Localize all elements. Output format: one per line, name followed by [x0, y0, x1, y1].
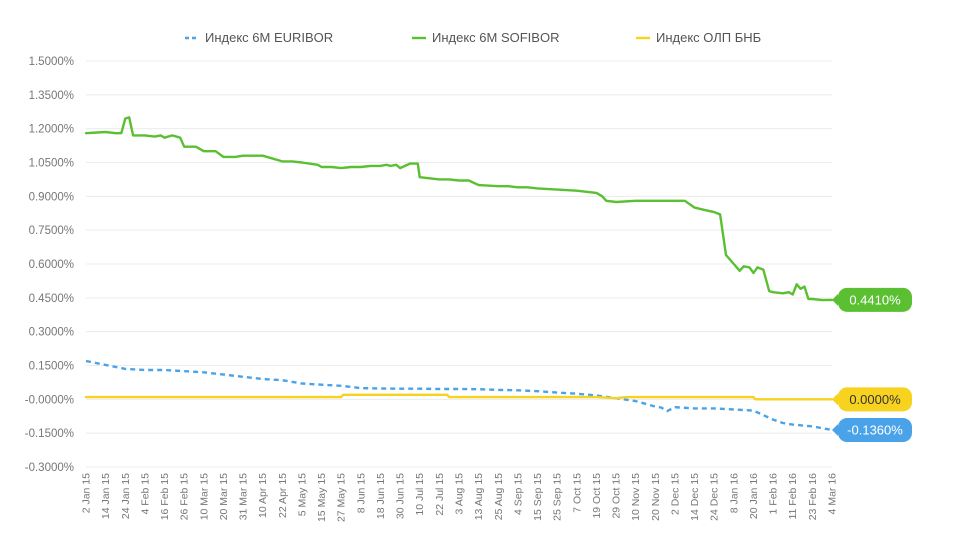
- series-line-3: [84, 393, 834, 401]
- legend-label: Индекс 6M EURIBOR: [205, 30, 333, 45]
- x-tick-label: 10 Mar 15: [198, 473, 210, 520]
- x-tick-label: 15 Sep 15: [532, 473, 544, 521]
- x-tick-label: 15 May 15: [316, 473, 328, 522]
- y-tick-label: 0.6000%: [29, 259, 74, 271]
- x-tick-label: 13 Aug 15: [473, 473, 485, 520]
- legend-item-3[interactable]: Индекс ОЛП БНБ: [636, 30, 761, 45]
- badge-box: [838, 287, 912, 312]
- series-line-1: [85, 359, 833, 432]
- badge-value: -0.1360%: [847, 423, 903, 438]
- y-tick-label: 0.1500%: [29, 361, 74, 373]
- end-labels: -0.1360% 0.4410% 0.0000%: [832, 287, 912, 443]
- x-tick-label: 2 Jan 15: [81, 473, 93, 513]
- grid-lines: [86, 60, 832, 468]
- badge-box: [838, 418, 912, 443]
- x-tick-label: 24 Dec 15: [709, 473, 721, 521]
- badge-box: [838, 387, 912, 412]
- x-tick-label: 25 Aug 15: [493, 473, 505, 520]
- x-tick-label: 20 Mar 15: [218, 473, 230, 520]
- x-tick-label: 10 Jul 15: [414, 473, 426, 516]
- legend-label: Индекс ОЛП БНБ: [656, 30, 761, 45]
- end-label-3: 0.0000%: [832, 387, 912, 412]
- legend-label: Индекс 6M SOFIBOR: [432, 30, 559, 45]
- y-tick-label: 1.2000%: [29, 124, 74, 136]
- x-tick-label: 2 Dec 15: [669, 473, 681, 515]
- x-tick-label: 11 Feb 16: [787, 473, 799, 520]
- y-tick-label: 1.3500%: [29, 90, 74, 102]
- y-tick-label: 0.4500%: [29, 293, 74, 305]
- x-tick-label: 4 Mar 16: [827, 473, 839, 515]
- x-tick-label: 10 Nov 15: [630, 473, 642, 521]
- y-tick-label: 0.9000%: [29, 191, 74, 203]
- x-tick-label: 23 Feb 16: [807, 473, 819, 520]
- legend-item-1[interactable]: Индекс 6M EURIBOR: [185, 30, 333, 45]
- x-tick-label: 22 Jul 15: [434, 473, 446, 516]
- badge-pointer: [832, 424, 838, 437]
- badge-pointer: [832, 293, 838, 306]
- y-tick-label: 1.5000%: [29, 56, 74, 68]
- x-tick-label: 3 Aug 15: [454, 473, 466, 515]
- x-tick-label: 25 Sep 15: [552, 473, 564, 521]
- x-tick-label: 31 Mar 15: [238, 473, 250, 520]
- x-tick-label: 29 Oct 15: [611, 473, 623, 519]
- x-tick-label: 26 Feb 15: [179, 473, 191, 520]
- x-tick-label: 4 Feb 15: [139, 473, 151, 515]
- x-tick-label: 20 Nov 15: [650, 473, 662, 521]
- x-tick-label: 24 Jan 15: [120, 473, 132, 519]
- y-axis: 1.5000% 1.3500% 1.2000% 1.0500% 0.9000% 0.750…: [25, 56, 74, 474]
- end-label-2: 0.4410%: [832, 287, 912, 312]
- x-tick-label: 19 Oct 15: [591, 473, 603, 519]
- x-tick-label: 14 Jan 15: [100, 473, 112, 519]
- y-tick-label: -0.3000%: [25, 462, 74, 474]
- y-tick-label: 0.7500%: [29, 225, 74, 237]
- series-group: [84, 116, 834, 432]
- x-tick-label: 4 Sep 15: [512, 473, 524, 515]
- badge-pointer: [832, 393, 838, 406]
- y-tick-label: 0.3000%: [29, 327, 74, 339]
- x-tick-label: 8 Jan 16: [728, 473, 740, 513]
- x-axis: 2 Jan 15 14 Jan 15 24 Jan 15 4 Feb 15 16 Feb…: [81, 473, 839, 522]
- legend: Индекс 6M EURIBOR Индекс 6M SOFIBOR Индекс…: [185, 30, 761, 45]
- x-tick-label: 7 Oct 15: [571, 473, 583, 513]
- x-tick-label: 14 Dec 15: [689, 473, 701, 521]
- y-tick-label: -0.0000%: [25, 394, 74, 406]
- series-line-2: [84, 116, 834, 302]
- x-tick-label: 8 Jun 15: [355, 473, 367, 513]
- x-tick-label: 5 May 15: [296, 473, 308, 516]
- y-tick-label: 1.0500%: [29, 158, 74, 170]
- x-tick-label: 1 Feb 16: [768, 473, 780, 515]
- badge-value: 0.4410%: [849, 292, 901, 307]
- x-tick-label: 10 Apr 15: [257, 473, 269, 518]
- x-tick-label: 20 Jan 16: [748, 473, 760, 519]
- end-label-1: -0.1360%: [832, 418, 912, 443]
- x-tick-label: 30 Jun 15: [395, 473, 407, 519]
- x-tick-label: 18 Jun 15: [375, 473, 387, 519]
- badge-value: 0.0000%: [849, 392, 901, 407]
- x-tick-label: 22 Apr 15: [277, 473, 289, 518]
- y-tick-label: -0.1500%: [25, 428, 74, 440]
- legend-item-2[interactable]: Индекс 6M SOFIBOR: [412, 30, 559, 45]
- x-tick-label: 27 May 15: [336, 473, 348, 522]
- x-tick-label: 16 Feb 15: [159, 473, 171, 520]
